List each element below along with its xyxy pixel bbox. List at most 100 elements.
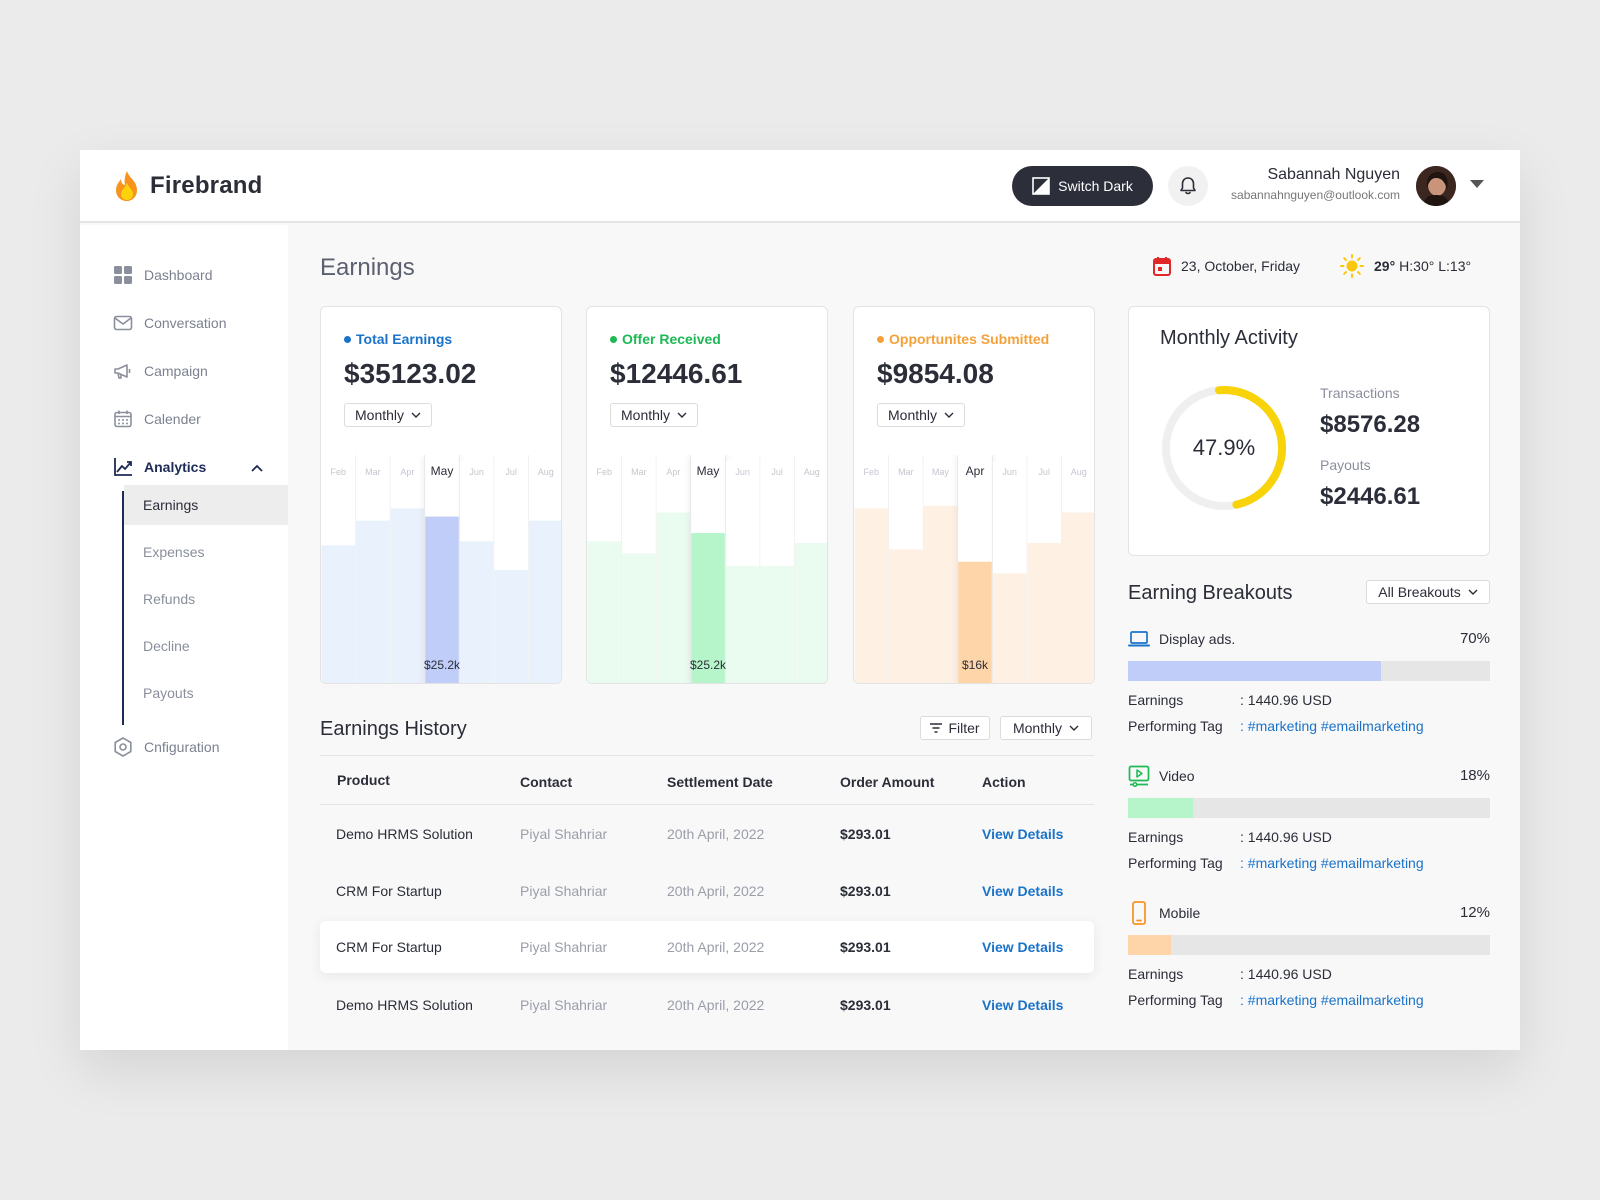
sidebar-item-label: Cnfiguration xyxy=(144,739,220,755)
chart-line-icon xyxy=(114,458,132,476)
transactions-label: Transactions xyxy=(1320,385,1400,401)
bar-feb[interactable] xyxy=(854,508,889,684)
highlight-value-label: $25.2k xyxy=(424,658,461,672)
period-select[interactable]: Monthly xyxy=(610,403,699,427)
bar-may[interactable] xyxy=(425,516,459,684)
sidebar-subitem-payouts[interactable]: Payouts xyxy=(143,685,194,701)
highlight-value-label: $25.2k xyxy=(690,658,727,672)
breakouts-select[interactable]: All Breakouts xyxy=(1366,580,1490,604)
bar-apr[interactable] xyxy=(656,512,691,685)
view-details-link[interactable]: View Details xyxy=(982,939,1064,955)
history-period-select[interactable]: Monthly xyxy=(1000,716,1092,740)
card-offer-received: Offer Received $12446.61 Monthly Feb Mar A… xyxy=(586,306,828,684)
bar-apr[interactable] xyxy=(958,561,992,684)
sidebar-item-campaign[interactable]: Campaign xyxy=(113,361,208,381)
period-select[interactable]: Monthly xyxy=(877,403,966,427)
brand[interactable]: Firebrand xyxy=(113,170,262,202)
sidebar-item-configuration[interactable]: Cnfiguration xyxy=(113,737,220,757)
card-label: Opportunites Submitted xyxy=(877,331,1049,347)
sidebar-subitem-decline[interactable]: Decline xyxy=(143,638,190,654)
bar-apr[interactable] xyxy=(390,508,425,684)
breakout-tag-row: Performing Tag : #marketing #emailmarket… xyxy=(1128,987,1490,1013)
calendar-icon xyxy=(1153,257,1171,276)
month-label: Apr xyxy=(666,467,680,477)
activity-donut-chart xyxy=(1162,386,1286,511)
period-select-value: Monthly xyxy=(621,407,671,423)
column-header[interactable]: Order Amount xyxy=(840,774,935,790)
card-label-text: Total Earnings xyxy=(356,331,453,347)
tag-key: Performing Tag xyxy=(1128,855,1223,871)
bar-aug[interactable] xyxy=(1061,512,1095,685)
table-header: Product Contact Settlement Date Order Am… xyxy=(320,755,1094,805)
transactions-value: $8576.28 xyxy=(1320,411,1421,438)
table-row[interactable]: Demo HRMS Solution Piyal Shahriar 20th A… xyxy=(320,805,1094,862)
sidebar-subitem-refunds[interactable]: Refunds xyxy=(143,591,196,607)
notification-button[interactable] xyxy=(1168,166,1208,206)
sidebar-item-analytics[interactable]: Analytics xyxy=(113,457,206,477)
bar-feb[interactable] xyxy=(587,541,622,684)
dot-icon xyxy=(344,335,351,343)
bar-jul[interactable] xyxy=(494,570,528,684)
amount-cell: $293.01 xyxy=(840,882,891,899)
view-details-link[interactable]: View Details xyxy=(982,996,1064,1013)
highlight-value-label: $16k xyxy=(962,658,989,672)
dot-icon xyxy=(877,335,884,343)
breakout-header: Video 18% xyxy=(1128,764,1490,788)
sidebar-subitem-expenses[interactable]: Expenses xyxy=(143,544,205,560)
sidebar-item-label: Campaign xyxy=(144,363,208,379)
bar-may[interactable] xyxy=(691,533,725,684)
date-cell: 20th April, 2022 xyxy=(667,996,765,1013)
switch-dark-button[interactable]: Switch Dark xyxy=(1012,166,1153,206)
bar-mar[interactable] xyxy=(889,549,923,684)
month-label: Aug xyxy=(538,467,554,477)
month-label: May xyxy=(697,464,720,478)
contact-cell: Piyal Shahriar xyxy=(520,996,608,1013)
breakout-earnings-row: Earnings : 1440.96 USD xyxy=(1128,824,1490,850)
chevron-up-icon[interactable] xyxy=(250,463,264,473)
bar-mar[interactable] xyxy=(356,520,390,684)
user-info[interactable]: Sabannah Nguyen sabannahnguyen@outlook.c… xyxy=(1231,166,1400,202)
payouts-label: Payouts xyxy=(1320,457,1371,473)
sidebar-subitem-earnings[interactable]: Earnings xyxy=(124,485,288,525)
month-label: Jul xyxy=(1038,467,1050,477)
column-header[interactable]: Product xyxy=(337,772,390,788)
table-row-highlighted[interactable]: CRM For Startup Piyal Shahriar 20th Apri… xyxy=(320,921,1094,973)
table-row[interactable]: Demo HRMS Solution Piyal Shahriar 20th A… xyxy=(320,976,1094,1033)
bar-aug[interactable] xyxy=(528,520,562,684)
activity-percent: 47.9% xyxy=(1192,435,1256,460)
sidebar-item-dashboard[interactable]: Dashboard xyxy=(113,265,213,285)
filter-button[interactable]: Filter xyxy=(920,716,990,740)
megaphone-icon xyxy=(114,364,131,379)
bar-jun[interactable] xyxy=(725,565,760,684)
bar-aug[interactable] xyxy=(794,542,828,684)
bar-jul[interactable] xyxy=(760,565,794,684)
sidebar-item-conversation[interactable]: Conversation xyxy=(113,313,227,333)
column-header[interactable]: Action xyxy=(982,774,1026,790)
video-icon xyxy=(1128,765,1150,787)
bar-jul[interactable] xyxy=(1027,542,1061,684)
performing-tags[interactable]: : #marketing #emailmarketing xyxy=(1240,855,1424,871)
month-label: Apr xyxy=(400,467,414,477)
table-row[interactable]: CRM For Startup Piyal Shahriar 20th Apri… xyxy=(320,862,1094,919)
period-select[interactable]: Monthly xyxy=(344,403,433,427)
bar-feb[interactable] xyxy=(321,545,356,684)
weather-temp: 29° xyxy=(1374,258,1396,274)
user-menu-caret-icon[interactable] xyxy=(1470,180,1484,188)
avatar[interactable] xyxy=(1416,166,1456,206)
earnings-bar-chart: Feb Mar Apr May $25.2k Jun Jul Aug xyxy=(321,455,562,684)
performing-tags[interactable]: : #marketing #emailmarketing xyxy=(1240,718,1424,734)
breakout-earnings-row: Earnings : 1440.96 USD xyxy=(1128,687,1490,713)
sidebar-item-calender[interactable]: Calender xyxy=(113,409,201,429)
column-header[interactable]: Contact xyxy=(520,774,573,790)
month-label: Aug xyxy=(1071,467,1087,477)
bar-mar[interactable] xyxy=(622,553,656,684)
column-header[interactable]: Settlement Date xyxy=(667,774,773,790)
bar-jun[interactable] xyxy=(459,541,494,684)
card-value: $12446.61 xyxy=(610,358,743,389)
performing-tags[interactable]: : #marketing #emailmarketing xyxy=(1240,992,1424,1008)
bar-jun[interactable] xyxy=(992,573,1027,684)
bar-may[interactable] xyxy=(923,505,958,684)
view-details-link[interactable]: View Details xyxy=(982,825,1064,842)
top-header: Firebrand Switch Dark Sabannah Nguyen sa… xyxy=(80,150,1520,223)
view-details-link[interactable]: View Details xyxy=(982,882,1064,899)
